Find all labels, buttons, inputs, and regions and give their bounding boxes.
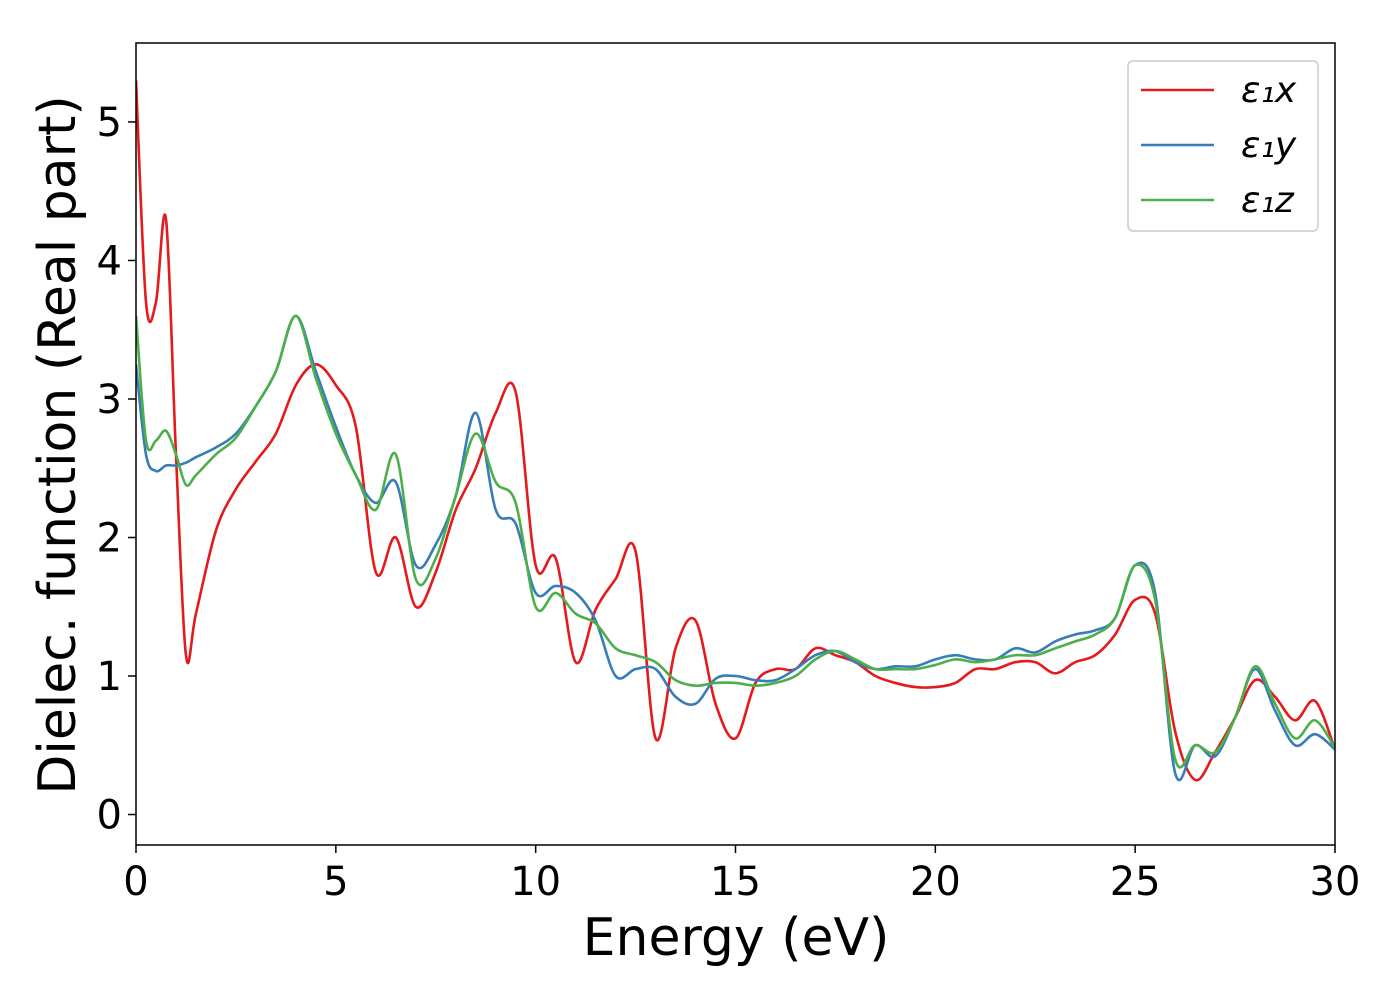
- x-axis-label: Energy (eV): [583, 908, 890, 968]
- legend-label: ε₁z: [1241, 180, 1295, 221]
- legend-label: ε₁x: [1241, 70, 1297, 111]
- x-tick-label: 5: [323, 859, 348, 905]
- y-tick-label: 5: [97, 100, 122, 146]
- y-tick-label: 4: [97, 238, 122, 284]
- plot-frame: [135, 42, 1336, 846]
- y-tick-label: 0: [97, 793, 122, 839]
- x-tick-label: 30: [1310, 859, 1361, 905]
- data-line: [136, 80, 1335, 782]
- y-tick-label: 3: [97, 377, 122, 423]
- x-tick-label: 10: [510, 859, 561, 905]
- x-tick-label: 15: [710, 859, 761, 905]
- x-tick-label: 25: [1110, 859, 1161, 905]
- data-line: [136, 314, 1335, 769]
- y-tick-label: 2: [97, 515, 122, 561]
- y-axis-label: Dielec. function (Real part): [28, 95, 88, 794]
- legend-label: ε₁y: [1241, 125, 1297, 166]
- x-tick-label: 20: [910, 859, 961, 905]
- x-tick-label: 0: [123, 859, 148, 905]
- legend-box: [1127, 60, 1319, 232]
- data-line: [136, 314, 1335, 782]
- y-tick-label: 1: [97, 654, 122, 700]
